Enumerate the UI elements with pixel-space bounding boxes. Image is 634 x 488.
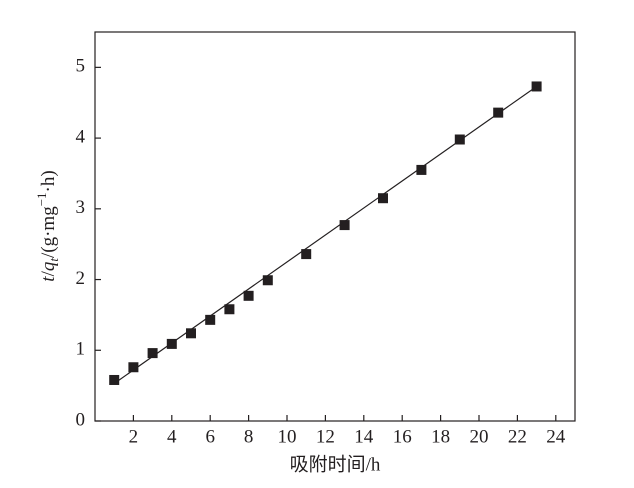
y-tick-label: 0 xyxy=(76,409,86,430)
y-label-part: t xyxy=(38,276,59,282)
data-point xyxy=(243,290,254,301)
data-point xyxy=(224,304,235,315)
y-tick-label: 5 xyxy=(76,56,86,77)
data-point xyxy=(416,164,427,175)
data-point xyxy=(109,374,120,385)
x-tick-label: 16 xyxy=(393,426,412,447)
y-axis-label: t/qt/(g·mg−1·h) xyxy=(34,170,61,281)
y-label-part: /(g·mg xyxy=(38,206,59,258)
x-tick-label: 10 xyxy=(278,426,297,447)
y-tick-label: 1 xyxy=(76,339,86,360)
data-point xyxy=(301,249,312,260)
y-label-part: t xyxy=(46,258,61,262)
x-tick-label: 2 xyxy=(129,426,139,447)
x-axis-label: 吸附时间/h xyxy=(290,453,381,475)
data-point xyxy=(339,220,350,231)
data-point xyxy=(454,134,465,145)
data-point xyxy=(493,107,504,118)
x-tick-label: 6 xyxy=(205,426,215,447)
y-label-part: q xyxy=(38,261,59,271)
data-point xyxy=(262,275,273,286)
x-tick-label: 22 xyxy=(508,426,527,447)
x-tick-label: 18 xyxy=(431,426,450,447)
x-tick-label: 8 xyxy=(244,426,254,447)
x-tick-label: 20 xyxy=(470,426,489,447)
data-point xyxy=(147,348,158,359)
x-tick-label: 24 xyxy=(546,426,566,447)
data-point xyxy=(205,314,216,325)
plot-frame xyxy=(94,31,576,422)
data-point xyxy=(378,193,388,204)
y-label-part: ·h) xyxy=(38,170,59,192)
y-label-part: −1 xyxy=(34,192,49,206)
x-tick-label: 4 xyxy=(167,426,177,447)
fit-line xyxy=(113,85,537,385)
data-point xyxy=(128,362,139,373)
y-tick-label: 3 xyxy=(76,197,86,218)
y-label-part: / xyxy=(38,270,59,276)
y-tick-label: 4 xyxy=(76,126,86,147)
x-tick-label: 14 xyxy=(354,426,374,447)
x-tick-label: 12 xyxy=(316,426,335,447)
data-point xyxy=(186,328,196,339)
y-tick-label: 2 xyxy=(76,268,86,289)
data-point xyxy=(166,338,177,349)
